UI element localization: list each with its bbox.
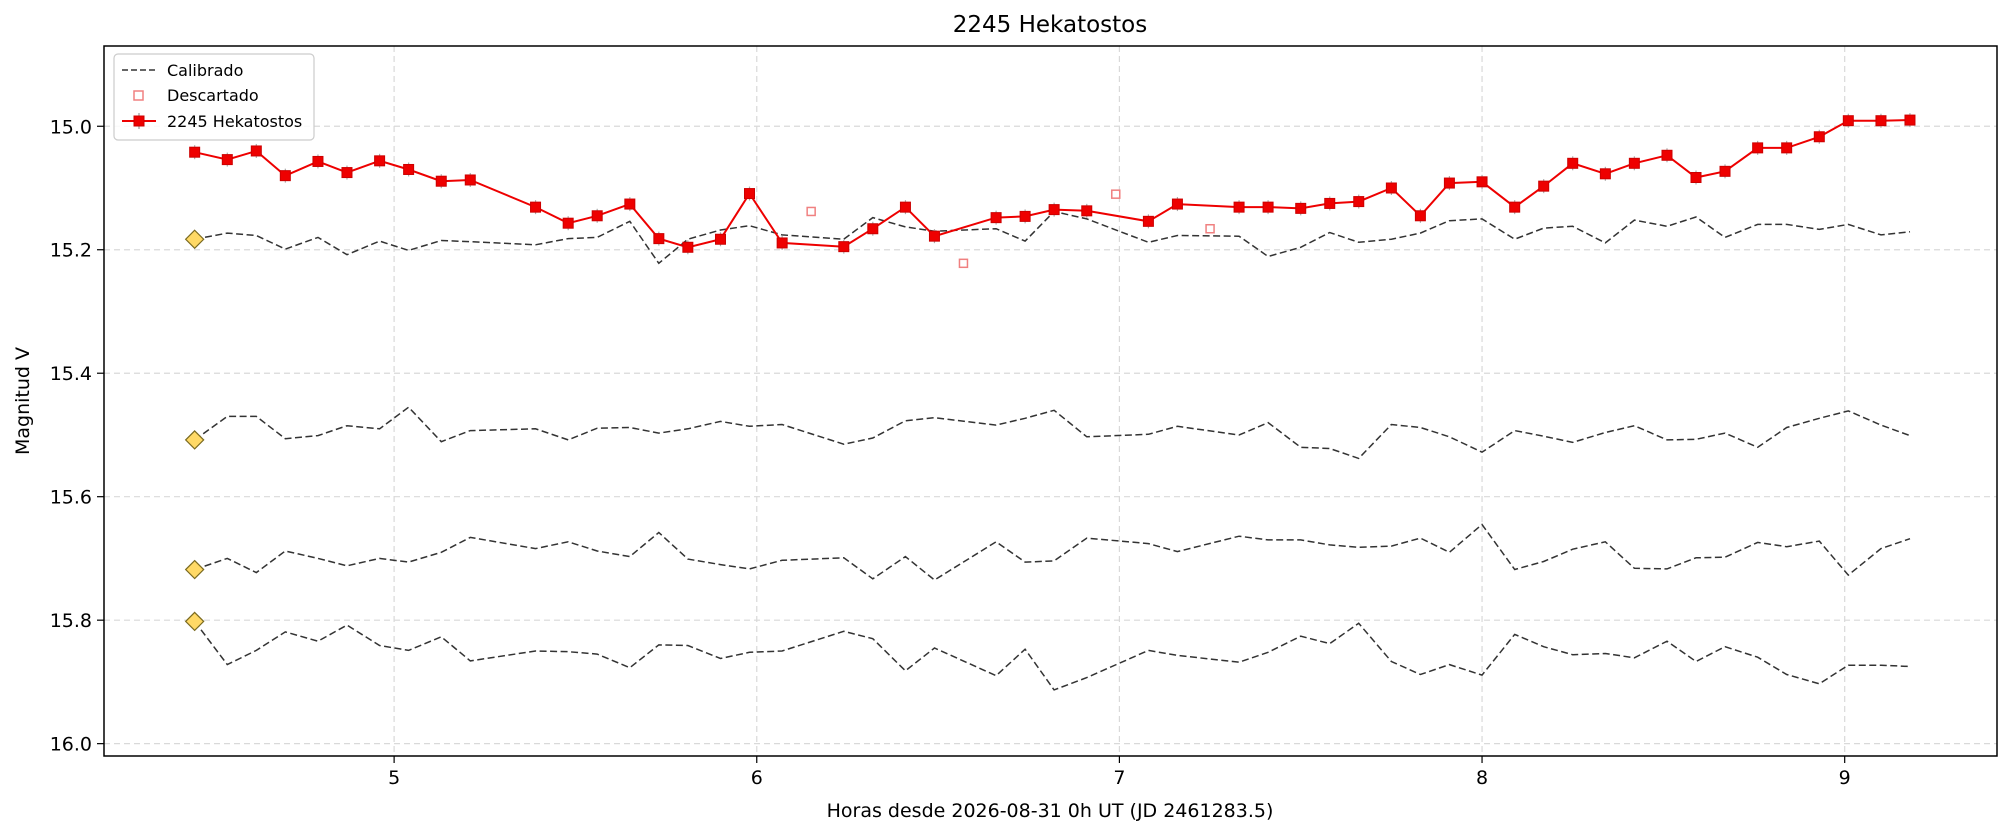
y-tick-label: 15.6	[50, 487, 92, 509]
legend: Calibrado Descartado 2245 Hekatostos	[113, 53, 315, 141]
series-layer	[184, 113, 1916, 691]
x-tick-label: 6	[751, 767, 763, 789]
asteroid-point	[1875, 115, 1887, 127]
x-tick-label: 8	[1476, 767, 1488, 789]
asteroid-point	[682, 241, 694, 253]
legend-entry-descartado: Descartado	[133, 86, 259, 105]
calibrated-curve-2	[194, 406, 1911, 460]
asteroid-point	[374, 155, 386, 167]
asteroid-point	[899, 201, 911, 213]
asteroid-point	[714, 233, 726, 245]
y-axis-label: Magnitud V	[12, 347, 34, 455]
legend-label-calibrado: Calibrado	[167, 61, 243, 80]
asteroid-point	[1599, 168, 1611, 180]
asteroid-point	[1142, 215, 1154, 227]
comparison-diamond	[184, 229, 205, 250]
legend-box	[113, 53, 315, 141]
discarded-point	[806, 206, 816, 217]
asteroid-point	[1538, 180, 1550, 192]
asteroid-point	[1019, 210, 1031, 222]
asteroid-point	[1476, 176, 1488, 188]
asteroid-point	[189, 146, 201, 158]
asteroid-point	[403, 163, 415, 175]
asteroid-point	[1262, 201, 1274, 213]
discarded-point	[1205, 223, 1215, 234]
comparison-diamond	[184, 430, 205, 450]
asteroid-point	[279, 170, 291, 182]
asteroid-point	[591, 210, 603, 222]
asteroid-point	[1171, 198, 1183, 210]
asteroid-point	[838, 241, 850, 253]
comparison-diamond	[184, 611, 205, 632]
asteroid-point	[928, 230, 940, 242]
legend-entry-asteroid: 2245 Hekatostos	[122, 112, 302, 131]
legend-entry-calibrado: Calibrado	[122, 61, 243, 80]
asteroid-point	[1509, 201, 1521, 213]
asteroid-point	[312, 155, 324, 167]
chart-title: 2245 Hekatostos	[953, 12, 1147, 38]
legend-swatch-marker-asteroid	[133, 115, 145, 127]
asteroid-point	[1781, 142, 1793, 154]
discarded-point	[1111, 189, 1121, 199]
asteroid-point	[341, 167, 353, 179]
asteroid-point	[744, 188, 756, 200]
calibrated-curve-3	[194, 523, 1911, 581]
asteroid-light-curve	[194, 119, 1911, 249]
grid	[104, 46, 1997, 756]
x-axis-label: Horas desde 2026-08-31 0h UT (JD 2461283…	[827, 800, 1274, 822]
asteroid-point	[1904, 114, 1916, 126]
asteroid-point	[1661, 149, 1673, 161]
x-tick-label: 9	[1839, 767, 1851, 789]
asteroid-point	[1443, 177, 1455, 189]
y-tick-label: 15.2	[50, 240, 92, 262]
asteroid-point	[1324, 197, 1336, 209]
asteroid-point	[1719, 165, 1731, 177]
asteroid-point	[1842, 115, 1854, 127]
asteroid-point	[867, 223, 879, 235]
asteroid-point	[1233, 201, 1245, 213]
legend-label-descartado: Descartado	[167, 86, 259, 105]
y-tick-label: 15.8	[50, 610, 92, 632]
asteroid-point	[776, 237, 788, 249]
asteroid-point	[1048, 204, 1060, 216]
asteroid-point	[1385, 182, 1397, 194]
asteroid-point	[1414, 210, 1426, 222]
legend-label-asteroid: 2245 Hekatostos	[167, 112, 302, 131]
axis-ticks: 5 6 7 8 9 15.0 15.2 15.4 15.6 15.8 16.0	[50, 116, 1851, 789]
asteroid-point	[653, 233, 665, 245]
plot-area-frame	[103, 45, 1998, 757]
comparison-diamond	[184, 559, 205, 580]
asteroid-point	[1813, 131, 1825, 143]
y-tick-label: 16.0	[50, 734, 92, 756]
asteroid-point	[221, 154, 233, 166]
x-tick-label: 7	[1113, 767, 1125, 789]
asteroid-point	[1295, 202, 1307, 214]
legend-swatch-descartado	[133, 90, 144, 101]
asteroid-point	[990, 212, 1002, 224]
asteroid-point	[624, 198, 636, 210]
asteroid-point	[1081, 205, 1093, 217]
calibrated-curve-4	[194, 620, 1911, 691]
asteroid-point	[464, 174, 476, 186]
y-tick-label: 15.4	[50, 363, 92, 385]
asteroid-point	[1353, 196, 1365, 208]
asteroid-point	[1567, 157, 1579, 169]
y-tick-label: 15.0	[50, 116, 92, 138]
discarded-point	[958, 258, 969, 269]
asteroid-point	[1628, 157, 1640, 169]
x-tick-label: 5	[388, 767, 400, 789]
asteroid-point	[250, 145, 262, 157]
calibrated-curve-1	[194, 210, 1911, 265]
asteroid-point	[1690, 172, 1702, 184]
asteroid-point	[1752, 142, 1764, 154]
asteroid-point	[530, 201, 542, 213]
asteroid-point	[435, 175, 447, 187]
asteroid-point	[562, 217, 574, 229]
